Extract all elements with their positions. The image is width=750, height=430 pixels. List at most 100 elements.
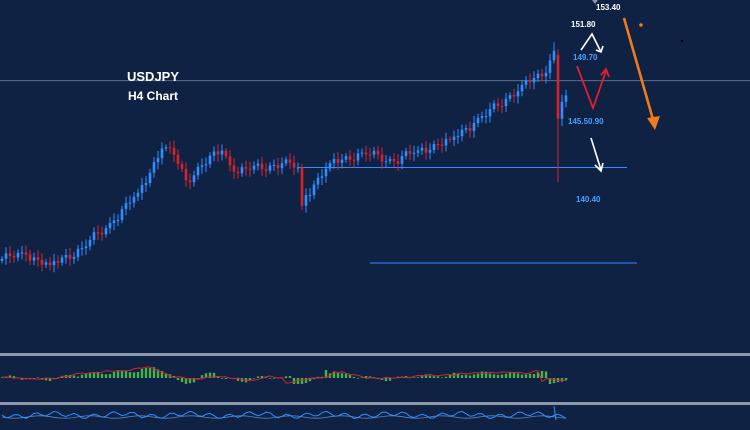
macd-bar [220, 378, 224, 379]
candle-body [412, 152, 416, 154]
macd-bar [292, 378, 296, 384]
macd-histogram [0, 366, 568, 384]
macd-bar [564, 378, 568, 381]
candle-body [28, 254, 32, 261]
candle-body [16, 252, 20, 258]
macd-bar [56, 377, 60, 379]
macd-bar [520, 374, 524, 378]
macd-bar [208, 372, 212, 378]
candle-body [104, 228, 108, 235]
macd-bar [456, 373, 460, 378]
candle-body [32, 257, 36, 261]
macd-bar [72, 375, 76, 378]
orange-down-arrow-head [647, 116, 660, 130]
candle-body [372, 150, 376, 155]
candle-body [296, 167, 300, 169]
macd-bar [332, 372, 336, 378]
macd-bar [464, 374, 468, 378]
candle-body [220, 150, 224, 155]
candle-body [260, 163, 264, 170]
candle-body [244, 167, 248, 169]
macd-bar [540, 370, 544, 378]
macd-bar [124, 370, 128, 378]
candle-body [100, 232, 104, 235]
candle-body [560, 101, 564, 119]
macd-bar [84, 373, 88, 378]
macd-bar [164, 373, 168, 378]
candle-body [4, 253, 8, 259]
candle-body [324, 168, 328, 177]
candle-body [500, 106, 504, 108]
macd-bar [552, 378, 556, 384]
candle-body [532, 78, 536, 83]
macd-bar [252, 378, 256, 379]
orange-dot [639, 23, 643, 27]
macd-bar [436, 376, 440, 378]
candle-body [252, 165, 256, 170]
macd-bar [284, 376, 288, 378]
candle-body [80, 248, 84, 250]
macd-bar [120, 370, 124, 378]
macd-bar [224, 378, 228, 379]
candle-body [488, 109, 492, 117]
candle-body [84, 246, 88, 249]
candle-body [20, 252, 24, 254]
candle-body [508, 95, 512, 99]
macd-bar [192, 378, 196, 383]
macd-bar [336, 372, 340, 378]
macd-bar [356, 378, 360, 379]
rsi-spike [553, 405, 557, 421]
target-price-label: 149.70 [573, 53, 598, 62]
macd-bar [536, 372, 540, 378]
candle-body [180, 163, 184, 169]
macd-bar [260, 376, 264, 378]
candle-body [268, 165, 272, 171]
macd-bar [204, 373, 208, 378]
candle-body [336, 158, 340, 163]
candle-body [472, 122, 476, 131]
macd-bar [416, 377, 420, 378]
macd-bar [144, 367, 148, 378]
rsi-signal-line [1, 415, 567, 419]
candle-body [524, 80, 528, 85]
candle-body [352, 159, 356, 161]
candle-body [48, 262, 52, 266]
macd-bar [496, 374, 500, 378]
top-marker [592, 0, 598, 4]
candle-body [68, 255, 72, 259]
macd-bar [412, 377, 416, 378]
candle-body [276, 164, 280, 169]
macd-bar [444, 376, 448, 378]
candle-body [56, 261, 60, 263]
macd-bar [108, 374, 112, 378]
candle-body [148, 172, 152, 183]
macd-bar [300, 378, 304, 384]
white-down-arrow-head [594, 162, 604, 173]
macd-bar [8, 375, 12, 378]
candle-body [416, 150, 420, 153]
candle-body [364, 152, 368, 155]
candle-body [424, 147, 428, 153]
candle-body [368, 154, 372, 156]
macd-bar [548, 378, 552, 384]
macd-separator [0, 353, 750, 356]
candle-body [280, 163, 284, 169]
candle-body [168, 147, 172, 149]
white-up-arrow-head [595, 45, 604, 54]
macd-bar [476, 373, 480, 378]
macd-bar [364, 376, 368, 378]
candle-body [216, 151, 220, 155]
macd-bar [420, 375, 424, 378]
macd-bar [296, 378, 300, 384]
macd-bar [492, 374, 496, 378]
candle-body [480, 116, 484, 118]
candle-body [312, 184, 316, 196]
orange-down-arrow [622, 17, 656, 124]
candle-body [528, 80, 532, 83]
candle-body [196, 166, 200, 176]
candle-body [360, 152, 364, 154]
macd-bar [500, 374, 504, 378]
candle-body [140, 185, 144, 193]
candle-body [496, 103, 500, 107]
candle-body [388, 159, 392, 162]
